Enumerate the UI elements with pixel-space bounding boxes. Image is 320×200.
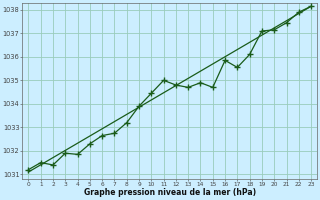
X-axis label: Graphe pression niveau de la mer (hPa): Graphe pression niveau de la mer (hPa) [84,188,256,197]
